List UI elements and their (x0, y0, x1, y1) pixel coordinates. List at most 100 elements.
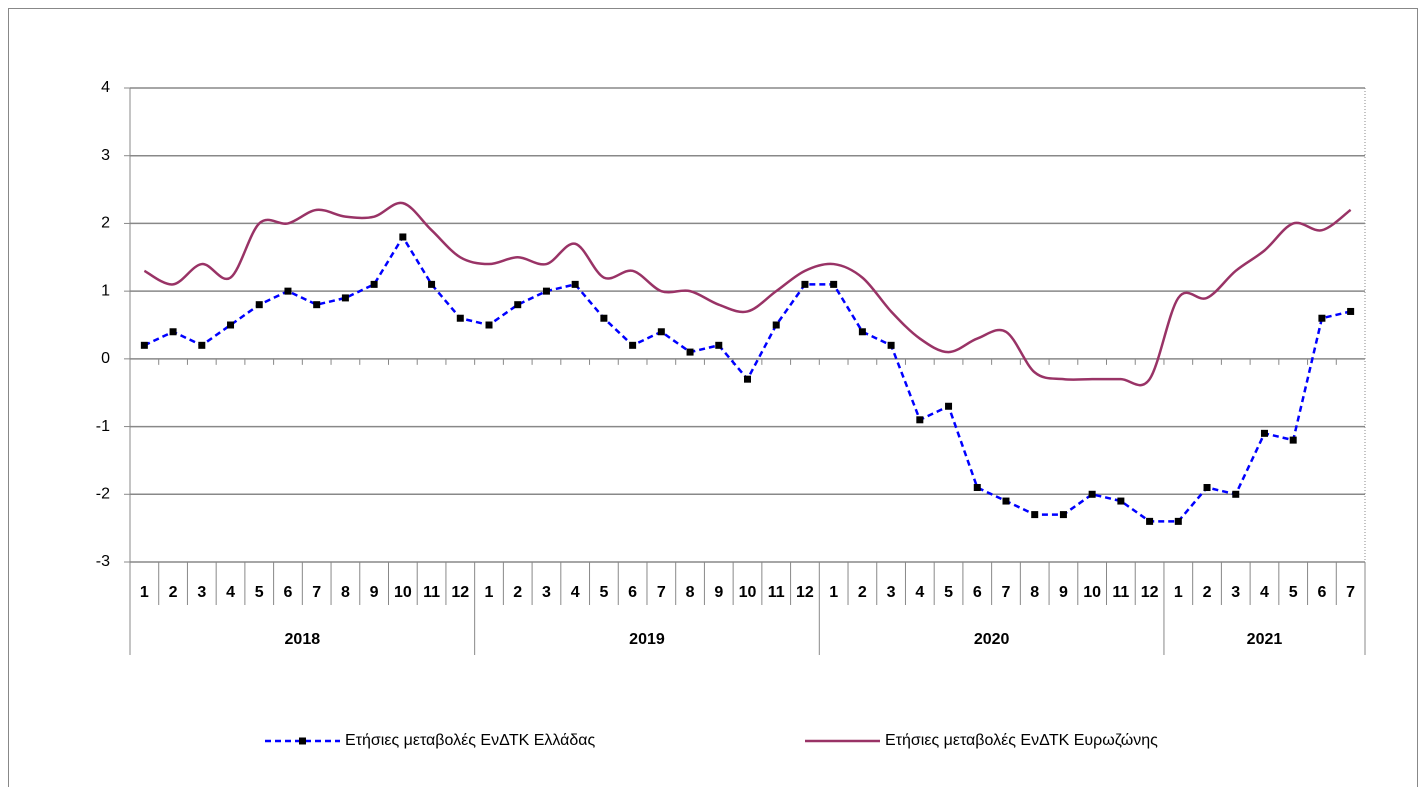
y-tick-label: 2 (101, 215, 110, 232)
marker (1059, 511, 1067, 519)
x-tick-label: 10 (1083, 584, 1101, 601)
marker (1002, 497, 1010, 505)
x-tick-label: 5 (599, 584, 608, 601)
x-tick-label: 7 (657, 584, 666, 601)
y-tick-label: 4 (101, 79, 110, 96)
y-tick-label: 1 (101, 282, 110, 299)
x-tick-label: 4 (226, 584, 235, 601)
x-tick-label: 5 (255, 584, 264, 601)
x-tick-label: 11 (768, 584, 785, 601)
marker (255, 301, 263, 309)
marker (715, 341, 723, 349)
marker (1289, 436, 1297, 444)
marker (772, 321, 780, 329)
marker (313, 301, 321, 309)
group-label: 2020 (974, 631, 1010, 648)
marker (1117, 497, 1125, 505)
x-tick-label: 4 (1260, 584, 1269, 601)
x-tick-label: 2 (858, 584, 867, 601)
marker (1031, 511, 1039, 519)
x-tick-label: 3 (1231, 584, 1240, 601)
marker (1146, 517, 1154, 525)
marker (370, 280, 378, 288)
marker (600, 314, 608, 322)
marker (428, 280, 436, 288)
x-tick-label: 2 (513, 584, 522, 601)
x-tick-label: 7 (1346, 584, 1355, 601)
marker (1260, 429, 1268, 437)
marker (830, 280, 838, 288)
x-tick-label: 4 (571, 584, 580, 601)
y-tick-label: 0 (101, 350, 110, 367)
series-line (143, 201, 1352, 387)
marker (485, 321, 493, 329)
x-tick-label: 11 (423, 584, 440, 601)
marker (399, 233, 407, 241)
chart-frame (8, 8, 1418, 787)
marker (916, 416, 924, 424)
marker (1174, 517, 1182, 525)
x-tick-label: 6 (284, 584, 293, 601)
marker (887, 341, 895, 349)
x-tick-label: 11 (1112, 584, 1129, 601)
group-label: 2018 (285, 631, 321, 648)
legend-label: Ετήσιες μεταβολές ΕνΔΤΚ Ευρωζώνης (885, 732, 1158, 749)
marker (801, 280, 809, 288)
marker (1232, 490, 1240, 498)
x-tick-label: 8 (686, 584, 695, 601)
marker (140, 341, 148, 349)
x-tick-label: 3 (542, 584, 551, 601)
marker (341, 294, 349, 302)
x-tick-label: 12 (796, 584, 814, 601)
x-tick-label: 8 (341, 584, 350, 601)
marker (169, 328, 177, 336)
x-tick-label: 1 (485, 584, 494, 601)
marker (629, 341, 637, 349)
legend-label: Ετήσιες μεταβολές ΕνΔΤΚ Ελλάδας (345, 732, 596, 749)
marker (744, 375, 751, 383)
x-tick-label: 3 (887, 584, 896, 601)
y-tick-label: 3 (101, 147, 110, 164)
marker (1347, 307, 1355, 315)
marker (973, 484, 981, 492)
marker (686, 348, 694, 356)
marker (198, 341, 206, 349)
x-tick-label: 10 (394, 584, 412, 601)
marker (1088, 490, 1096, 498)
marker (514, 301, 522, 309)
marker (945, 402, 953, 410)
x-tick-label: 6 (628, 584, 637, 601)
x-tick-label: 7 (1002, 584, 1011, 601)
x-tick-label: 2 (169, 584, 178, 601)
x-tick-label: 10 (739, 584, 757, 601)
group-label: 2021 (1247, 631, 1283, 648)
x-tick-label: 9 (370, 584, 379, 601)
y-tick-label: -3 (96, 553, 110, 570)
x-tick-label: 9 (714, 584, 723, 601)
x-tick-label: 3 (197, 584, 206, 601)
marker (456, 314, 464, 322)
marker (571, 280, 579, 288)
legend-marker (299, 737, 306, 745)
marker (858, 328, 866, 336)
x-tick-label: 8 (1030, 584, 1039, 601)
x-tick-label: 5 (944, 584, 953, 601)
x-tick-label: 1 (829, 584, 838, 601)
marker (1318, 314, 1326, 322)
x-tick-label: 6 (1317, 584, 1326, 601)
x-tick-label: 1 (1174, 584, 1183, 601)
x-tick-label: 6 (973, 584, 982, 601)
x-tick-label: 12 (451, 584, 469, 601)
x-tick-label: 7 (312, 584, 321, 601)
y-tick-label: -2 (96, 486, 110, 503)
marker (657, 328, 665, 336)
x-tick-label: 4 (915, 584, 924, 601)
group-label: 2019 (629, 631, 665, 648)
x-tick-label: 9 (1059, 584, 1068, 601)
x-tick-label: 1 (140, 584, 149, 601)
x-tick-label: 12 (1141, 584, 1159, 601)
x-tick-label: 5 (1289, 584, 1298, 601)
marker (227, 321, 235, 329)
